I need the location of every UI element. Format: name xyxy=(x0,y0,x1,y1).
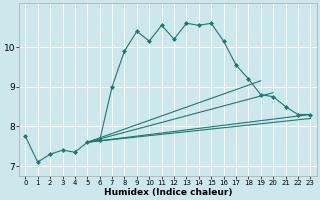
X-axis label: Humidex (Indice chaleur): Humidex (Indice chaleur) xyxy=(104,188,232,197)
